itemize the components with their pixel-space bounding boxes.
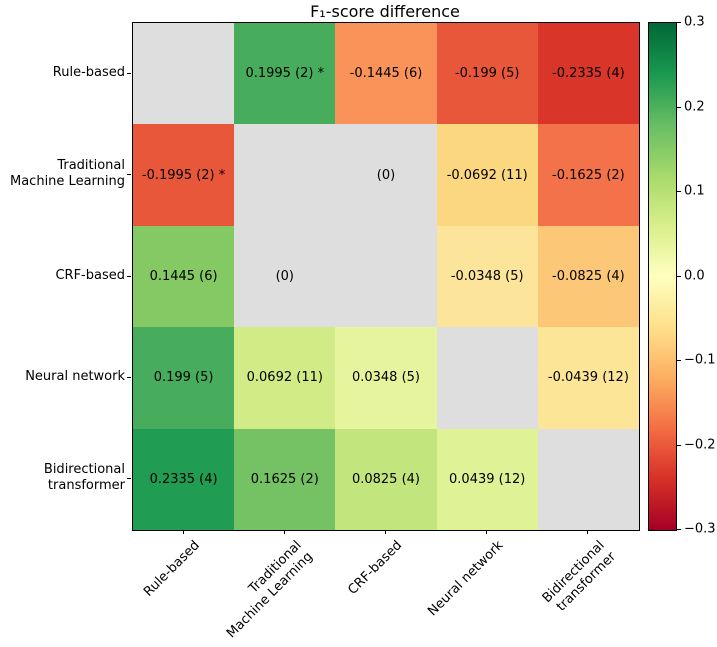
colorbar bbox=[648, 22, 677, 531]
heatmap-cell: (0) bbox=[234, 225, 336, 328]
heatmap-cell: -0.2335 (4) bbox=[537, 23, 639, 125]
x-tick-label: Rule-based bbox=[141, 538, 204, 600]
x-tick-mark bbox=[283, 530, 285, 534]
colorbar-tick-label: −0.3 bbox=[684, 521, 716, 537]
heatmap-grid: 0.1995 (2) * -0.1445 (6) -0.199 (5) -0.2335… bbox=[132, 22, 640, 531]
heatmap-cell: -0.1445 (6) bbox=[335, 23, 437, 125]
colorbar-tick-label: 0.0 bbox=[684, 268, 705, 283]
x-tick-label: Bidirectional transformer bbox=[540, 538, 620, 615]
colorbar-tick-mark bbox=[677, 106, 681, 108]
y-tick-mark bbox=[127, 478, 131, 480]
y-tick-label: Traditional Machine Learning bbox=[10, 158, 125, 190]
heatmap-cell: 0.0692 (11) bbox=[234, 327, 336, 429]
y-tick-label: Rule-based bbox=[52, 64, 125, 80]
colorbar-tick-label: 0.3 bbox=[684, 14, 705, 30]
heatmap-cell: 0.2335 (4) bbox=[133, 428, 235, 530]
heatmap-cell: -0.0825 (4) bbox=[537, 225, 639, 328]
chart-title: F₁-score difference bbox=[310, 2, 460, 21]
heatmap-cell bbox=[133, 23, 235, 125]
heatmap-cell: 0.1995 (2) * bbox=[234, 23, 336, 125]
colorbar-tick-mark bbox=[677, 444, 681, 446]
x-tick-label: Neural network bbox=[425, 538, 507, 620]
y-tick-mark bbox=[127, 275, 131, 277]
x-tick-mark bbox=[385, 530, 386, 534]
y-tick-mark bbox=[127, 72, 131, 74]
heatmap-cell bbox=[335, 225, 437, 328]
y-tick-mark bbox=[127, 174, 131, 176]
heatmap-cell bbox=[234, 124, 336, 226]
heatmap-cell bbox=[436, 327, 538, 429]
colorbar-tick-label: −0.1 bbox=[684, 352, 716, 368]
colorbar-tick-label: −0.2 bbox=[684, 437, 716, 452]
colorbar-gradient bbox=[649, 23, 676, 530]
x-tick-label: Traditional Machine Learning bbox=[223, 538, 316, 642]
x-tick-label: CRF-based bbox=[345, 538, 406, 598]
x-tick-mark bbox=[587, 530, 589, 534]
heatmap-cell: (0) bbox=[335, 124, 437, 226]
colorbar-tick-label: 0.2 bbox=[684, 99, 705, 114]
colorbar-tick-mark bbox=[677, 360, 681, 361]
heatmap-cell: -0.0692 (11) bbox=[436, 124, 538, 226]
heatmap-cell: 0.0439 (12) bbox=[436, 428, 538, 530]
x-tick-mark bbox=[182, 530, 184, 534]
colorbar-tick-mark bbox=[677, 275, 681, 277]
y-tick-label: Neural network bbox=[25, 368, 125, 384]
heatmap-cell: 0.1625 (2) bbox=[234, 428, 336, 530]
heatmap-cell: 0.0825 (4) bbox=[335, 428, 437, 530]
heatmap-cell: -0.1995 (2) * bbox=[133, 124, 235, 226]
heatmap-cell: 0.199 (5) bbox=[133, 327, 235, 429]
colorbar-tick-mark bbox=[677, 22, 681, 23]
heatmap-cell: -0.1625 (2) bbox=[537, 124, 639, 226]
heatmap-cell: -0.199 (5) bbox=[436, 23, 538, 125]
heatmap-cell: 0.0348 (5) bbox=[335, 327, 437, 429]
y-tick-mark bbox=[127, 376, 131, 378]
colorbar-tick-mark bbox=[677, 529, 681, 530]
colorbar-tick-mark bbox=[677, 191, 681, 192]
heatmap-cell: 0.1445 (6) bbox=[133, 225, 235, 328]
y-tick-label: CRF-based bbox=[55, 267, 125, 283]
y-tick-label: Bidirectional transformer bbox=[43, 462, 125, 494]
heatmap-cell: -0.0439 (12) bbox=[537, 327, 639, 429]
x-tick-mark bbox=[486, 530, 488, 534]
colorbar-tick-label: 0.1 bbox=[684, 183, 705, 199]
heatmap-cell bbox=[537, 428, 639, 530]
heatmap-cell: -0.0348 (5) bbox=[436, 225, 538, 328]
